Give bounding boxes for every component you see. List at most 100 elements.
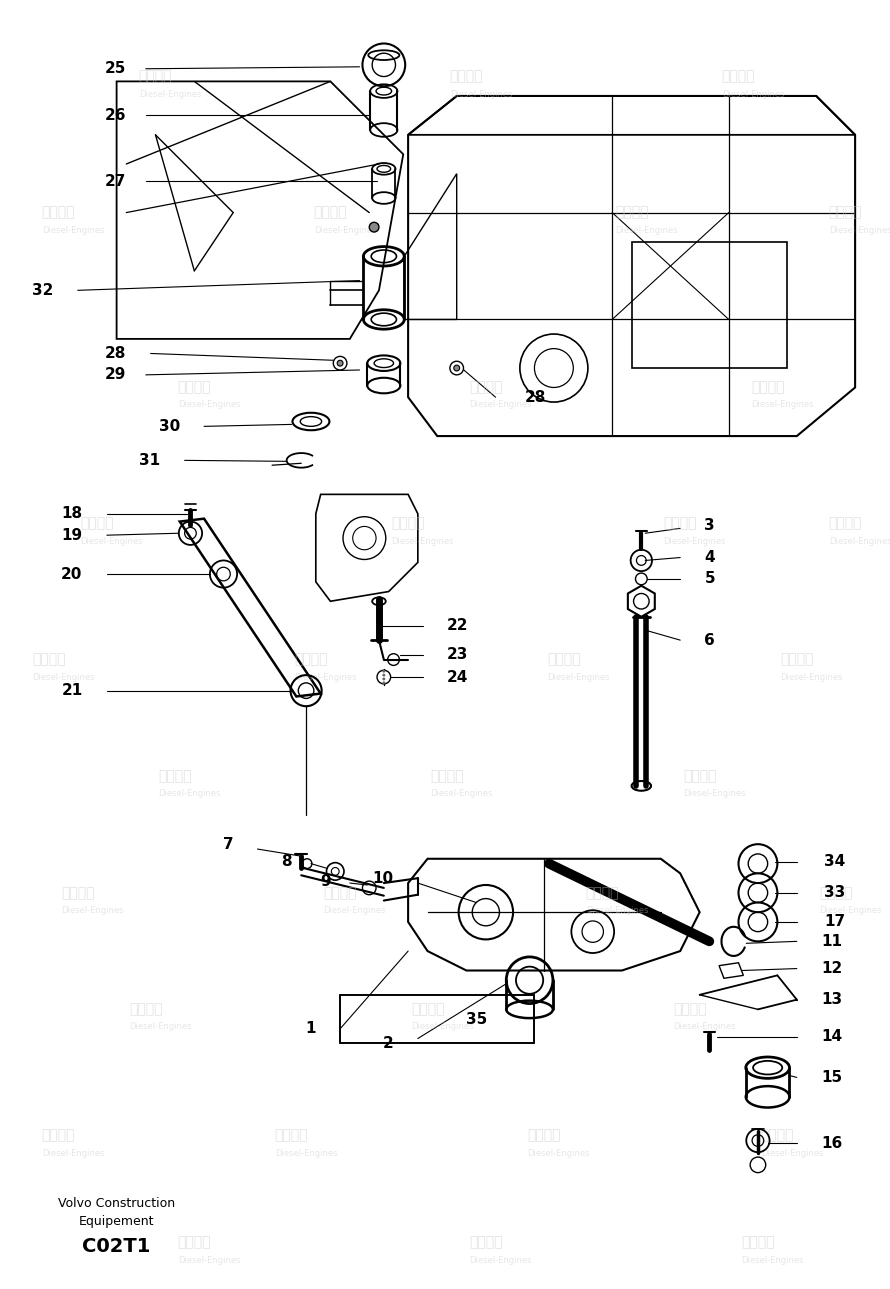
Text: Diesel-Engines: Diesel-Engines: [178, 401, 240, 410]
Text: Diesel-Engines: Diesel-Engines: [139, 89, 201, 98]
Text: Diesel-Engines: Diesel-Engines: [323, 906, 386, 915]
Text: 紫发动力: 紫发动力: [323, 886, 357, 900]
Text: Diesel-Engines: Diesel-Engines: [411, 1022, 473, 1031]
Text: 6: 6: [705, 633, 716, 647]
Circle shape: [640, 534, 643, 536]
Text: 30: 30: [158, 419, 180, 434]
Text: Diesel-Engines: Diesel-Engines: [469, 1255, 531, 1265]
Text: 紫发动力: 紫发动力: [586, 886, 619, 900]
Text: 29: 29: [105, 367, 126, 383]
Text: 13: 13: [821, 993, 842, 1007]
Text: Diesel-Engines: Diesel-Engines: [751, 401, 813, 410]
Text: 24: 24: [447, 669, 468, 684]
Text: 紫发动力: 紫发动力: [449, 70, 483, 84]
Text: Diesel-Engines: Diesel-Engines: [683, 789, 746, 798]
Text: 33: 33: [824, 886, 845, 900]
Circle shape: [708, 1038, 711, 1042]
Text: 31: 31: [139, 452, 160, 468]
Text: Diesel-Engines: Diesel-Engines: [32, 673, 94, 682]
Text: Diesel-Engines: Diesel-Engines: [586, 906, 648, 915]
Text: 紫发动力: 紫发动力: [469, 1236, 503, 1249]
Text: C02T1: C02T1: [83, 1237, 150, 1255]
Text: Diesel-Engines: Diesel-Engines: [158, 789, 221, 798]
Circle shape: [640, 545, 643, 548]
Text: 紫发动力: 紫发动力: [722, 70, 756, 84]
Text: 紫发动力: 紫发动力: [80, 517, 114, 531]
Text: 11: 11: [821, 933, 842, 949]
Text: 紫发动力: 紫发动力: [663, 517, 697, 531]
Text: Diesel-Engines: Diesel-Engines: [673, 1022, 736, 1031]
Bar: [632, 242, 787, 369]
Text: 23: 23: [447, 647, 468, 663]
Text: Diesel-Engines: Diesel-Engines: [178, 1255, 240, 1265]
Circle shape: [383, 674, 385, 677]
Text: Diesel-Engines: Diesel-Engines: [781, 673, 843, 682]
Text: 紫发动力: 紫发动力: [392, 517, 425, 531]
Text: 15: 15: [821, 1070, 842, 1085]
Text: 32: 32: [32, 282, 53, 298]
Text: 紫发动力: 紫发动力: [42, 205, 75, 219]
Text: Diesel-Engines: Diesel-Engines: [430, 789, 493, 798]
Text: 紫发动力: 紫发动力: [430, 770, 464, 784]
Text: 紫发动力: 紫发动力: [42, 1129, 75, 1143]
Text: Diesel-Engines: Diesel-Engines: [42, 226, 104, 235]
Text: 紫发动力: 紫发动力: [761, 1129, 794, 1143]
Text: Diesel-Engines: Diesel-Engines: [829, 536, 890, 545]
Text: 17: 17: [824, 914, 845, 929]
Text: 28: 28: [105, 345, 126, 361]
Text: 22: 22: [447, 617, 468, 633]
Circle shape: [337, 360, 343, 366]
Text: 紫发动力: 紫发动力: [528, 1129, 561, 1143]
Text: 4: 4: [705, 550, 716, 565]
Text: 35: 35: [466, 1012, 488, 1026]
Text: Diesel-Engines: Diesel-Engines: [313, 226, 376, 235]
Text: 1: 1: [305, 1021, 316, 1036]
Text: Diesel-Engines: Diesel-Engines: [392, 536, 454, 545]
Text: 5: 5: [705, 571, 716, 586]
Circle shape: [640, 541, 643, 544]
Text: 紫发动力: 紫发动力: [741, 1236, 774, 1249]
Text: 9: 9: [320, 874, 330, 888]
Text: 紫发动力: 紫发动力: [751, 380, 784, 394]
Text: Diesel-Engines: Diesel-Engines: [829, 226, 890, 235]
Circle shape: [189, 510, 192, 513]
Text: 34: 34: [824, 855, 845, 869]
Circle shape: [383, 670, 385, 673]
Text: 紫发动力: 紫发动力: [295, 652, 328, 666]
Text: 12: 12: [821, 962, 842, 976]
Text: Diesel-Engines: Diesel-Engines: [295, 673, 357, 682]
Bar: [340, 995, 534, 1043]
Text: 紫发动力: 紫发动力: [32, 652, 65, 666]
Circle shape: [454, 365, 459, 371]
Text: Diesel-Engines: Diesel-Engines: [547, 673, 610, 682]
Text: 3: 3: [705, 518, 716, 532]
Circle shape: [369, 222, 379, 232]
Text: 7: 7: [222, 837, 233, 852]
Text: 27: 27: [105, 174, 126, 189]
Text: Diesel-Engines: Diesel-Engines: [275, 1148, 337, 1158]
Text: Diesel-Engines: Diesel-Engines: [819, 906, 881, 915]
Text: 紫发动力: 紫发动力: [673, 1003, 707, 1017]
Text: Diesel-Engines: Diesel-Engines: [469, 401, 531, 410]
Text: 20: 20: [61, 567, 83, 581]
Text: Diesel-Engines: Diesel-Engines: [664, 536, 726, 545]
Text: 28: 28: [525, 389, 546, 405]
Text: Equipement: Equipement: [79, 1214, 154, 1227]
Text: 25: 25: [105, 62, 126, 76]
Text: Diesel-Engines: Diesel-Engines: [42, 1148, 104, 1158]
Circle shape: [377, 670, 391, 684]
Text: Diesel-Engines: Diesel-Engines: [615, 226, 677, 235]
Text: 紫发动力: 紫发动力: [829, 205, 862, 219]
Text: 紫发动力: 紫发动力: [780, 652, 813, 666]
Text: Diesel-Engines: Diesel-Engines: [80, 536, 143, 545]
Text: 紫发动力: 紫发动力: [61, 886, 94, 900]
Text: 紫发动力: 紫发动力: [178, 380, 211, 394]
Circle shape: [450, 361, 464, 375]
Text: 紫发动力: 紫发动力: [158, 770, 191, 784]
Text: 2: 2: [383, 1036, 393, 1051]
Text: 紫发动力: 紫发动力: [139, 70, 173, 84]
Bar: [340, 995, 534, 1043]
Text: 紫发动力: 紫发动力: [615, 205, 648, 219]
Text: Diesel-Engines: Diesel-Engines: [741, 1255, 804, 1265]
Text: 紫发动力: 紫发动力: [546, 652, 580, 666]
